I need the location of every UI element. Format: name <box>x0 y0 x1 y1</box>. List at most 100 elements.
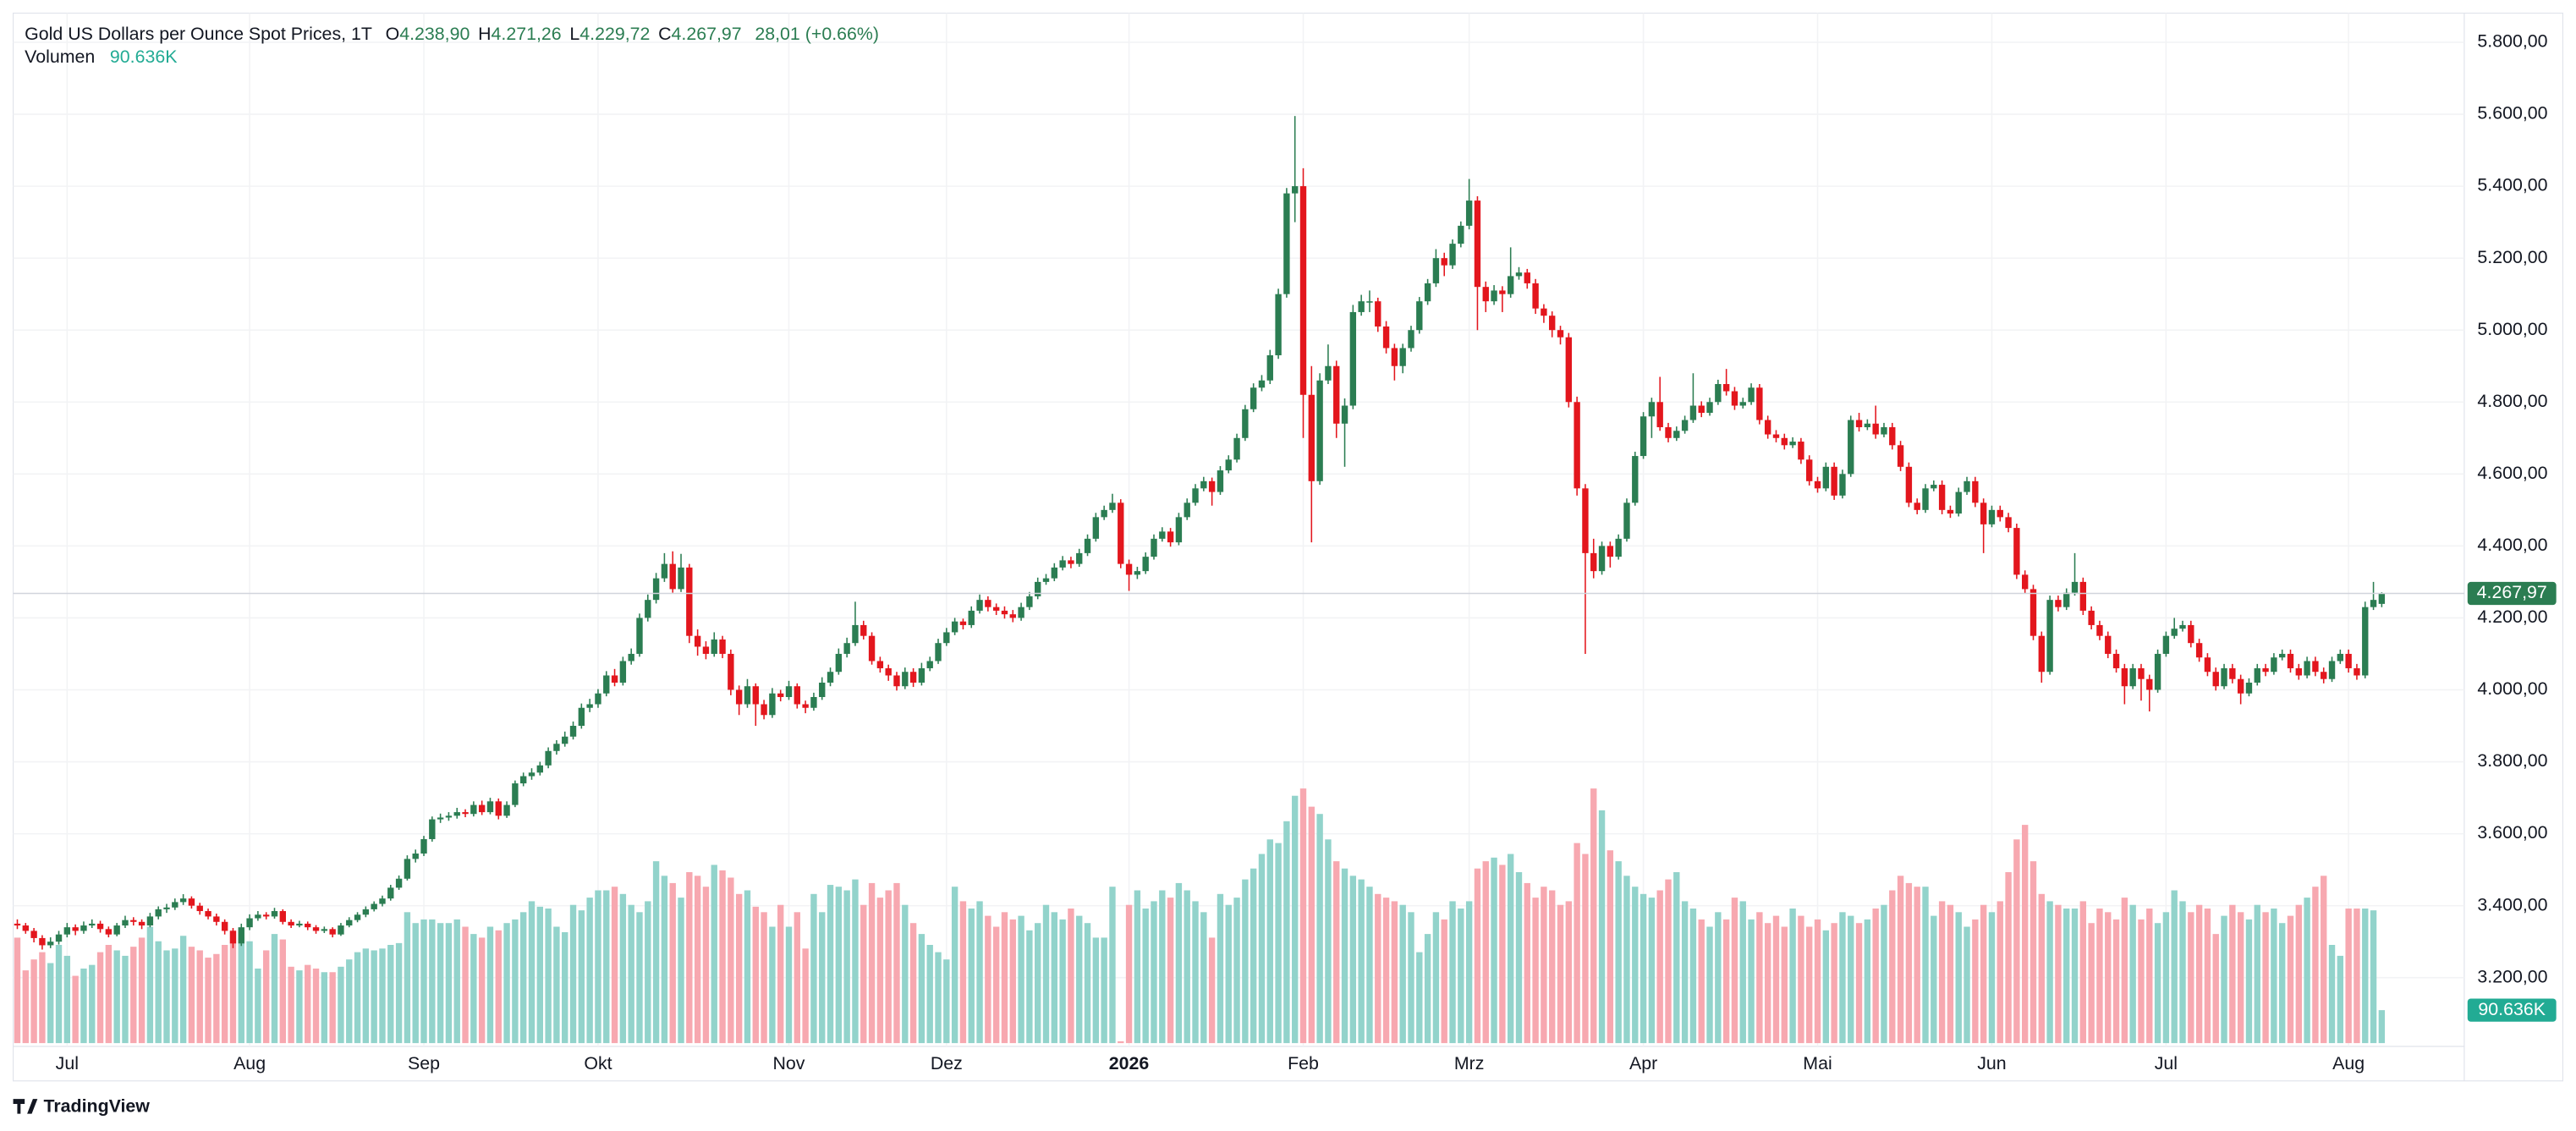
candle-body <box>711 639 717 654</box>
candle-body <box>943 632 950 644</box>
volume-bar <box>744 890 751 1044</box>
volume-bar <box>2229 904 2236 1044</box>
candle-body <box>2304 661 2310 676</box>
candle-body <box>1009 614 1016 618</box>
candle-body <box>1789 442 1796 446</box>
ohlc-value: 4.229,72 <box>579 23 650 43</box>
volume-bar <box>205 958 211 1044</box>
candle-body <box>1408 330 1414 349</box>
candle-body <box>1772 434 1780 438</box>
volume-bar <box>2096 909 2103 1044</box>
volume-bar <box>321 972 328 1044</box>
volume-bar <box>777 904 784 1044</box>
candle-body <box>1308 394 1315 481</box>
volume-bar <box>255 968 261 1044</box>
volume-bar <box>1233 898 1240 1044</box>
ohlc: O4.238,90 H4.271,26 L4.229,72 C4.267,97 <box>386 23 742 43</box>
logo: TradingView <box>13 1095 150 1116</box>
candle-body <box>619 661 627 683</box>
candle-body <box>395 878 403 888</box>
candle-body <box>1200 480 1207 489</box>
volume-bar <box>1739 901 1746 1044</box>
x-tick-label: Feb <box>1288 1053 1319 1073</box>
volume-bar <box>1722 919 1730 1044</box>
volume-bar <box>2179 901 2186 1044</box>
candle-body <box>2138 667 2145 679</box>
x-tick-label: Nov <box>773 1053 805 1073</box>
candle-body <box>1541 308 1547 316</box>
volume-bar <box>1889 890 1896 1044</box>
volume-bar <box>1648 898 1656 1044</box>
candle-body <box>155 909 162 917</box>
candle-body <box>1192 488 1199 503</box>
volume-bar <box>2328 945 2336 1044</box>
volume-bar <box>520 912 527 1044</box>
volume-bar <box>346 959 353 1044</box>
change: 28,01 (+0.66%) <box>755 23 879 43</box>
candle-body <box>2179 624 2186 629</box>
candle-body <box>719 639 726 654</box>
candle-body <box>1275 294 1282 355</box>
volume-bar <box>1375 893 1381 1044</box>
candle-body <box>694 635 701 647</box>
volume-bar <box>155 941 162 1044</box>
volume-bar <box>1806 926 1813 1044</box>
volume-bar <box>1167 898 1174 1044</box>
last-price-box <box>2467 581 2557 606</box>
candle-body <box>2096 624 2103 636</box>
volume-bar <box>885 890 892 1044</box>
candle-body <box>105 929 113 935</box>
candle-body <box>1648 402 1656 417</box>
volume-bar <box>1881 904 1887 1044</box>
candle-body <box>2071 581 2079 593</box>
volume-bar <box>55 945 63 1044</box>
volume-bar <box>769 926 776 1044</box>
volume-bar <box>2312 887 2319 1044</box>
volume-bar <box>909 923 917 1044</box>
y-tick-label: 4.000,00 <box>2477 678 2547 699</box>
volume-bar <box>2221 915 2227 1044</box>
candle-body <box>586 704 593 708</box>
candle-body <box>761 704 767 716</box>
volume-bar <box>1855 923 1863 1044</box>
volume-bar <box>2079 901 2087 1044</box>
candle-body <box>1590 552 1597 572</box>
volume-bar <box>2212 934 2219 1044</box>
candle-body <box>1001 610 1008 615</box>
candle-body <box>1972 480 1979 503</box>
volume-bar <box>238 937 244 1044</box>
volume-bar <box>2362 909 2369 1044</box>
candle-body <box>1134 571 1141 575</box>
candle-body <box>1681 420 1689 431</box>
volume-legend: Volumen 90.636K <box>25 47 177 67</box>
candle-body <box>2195 643 2203 658</box>
volume-bar <box>1142 909 1149 1044</box>
candle-body <box>827 672 834 683</box>
candle-body <box>959 621 967 625</box>
candle-body <box>1515 272 1523 277</box>
candle-body <box>1706 402 1713 414</box>
volume-bar <box>1068 909 1074 1044</box>
volume-bar <box>305 964 311 1044</box>
volume-bar <box>486 926 494 1044</box>
candle-body <box>1465 200 1473 226</box>
y-tick-label: 4.400,00 <box>2477 535 2547 555</box>
candle-body <box>860 624 867 636</box>
candle-body <box>528 772 536 777</box>
candle-body <box>1167 531 1174 543</box>
candle-body <box>1217 470 1224 492</box>
volume-title: Volumen <box>25 47 95 67</box>
candle-body <box>255 914 261 919</box>
volume-bar <box>1681 901 1689 1044</box>
volume-bar <box>2337 955 2344 1044</box>
x-tick-label: Aug <box>2332 1053 2365 1073</box>
volume-bar <box>1831 923 1837 1044</box>
volume-bar <box>1964 926 1970 1044</box>
candle-body <box>2021 574 2029 590</box>
candle-body <box>1848 420 1854 475</box>
volume-bar <box>1283 821 1290 1044</box>
candle-body <box>902 672 909 687</box>
volume-bar <box>926 945 933 1044</box>
candle-body <box>1598 546 1606 572</box>
volume-bar <box>1308 806 1315 1044</box>
